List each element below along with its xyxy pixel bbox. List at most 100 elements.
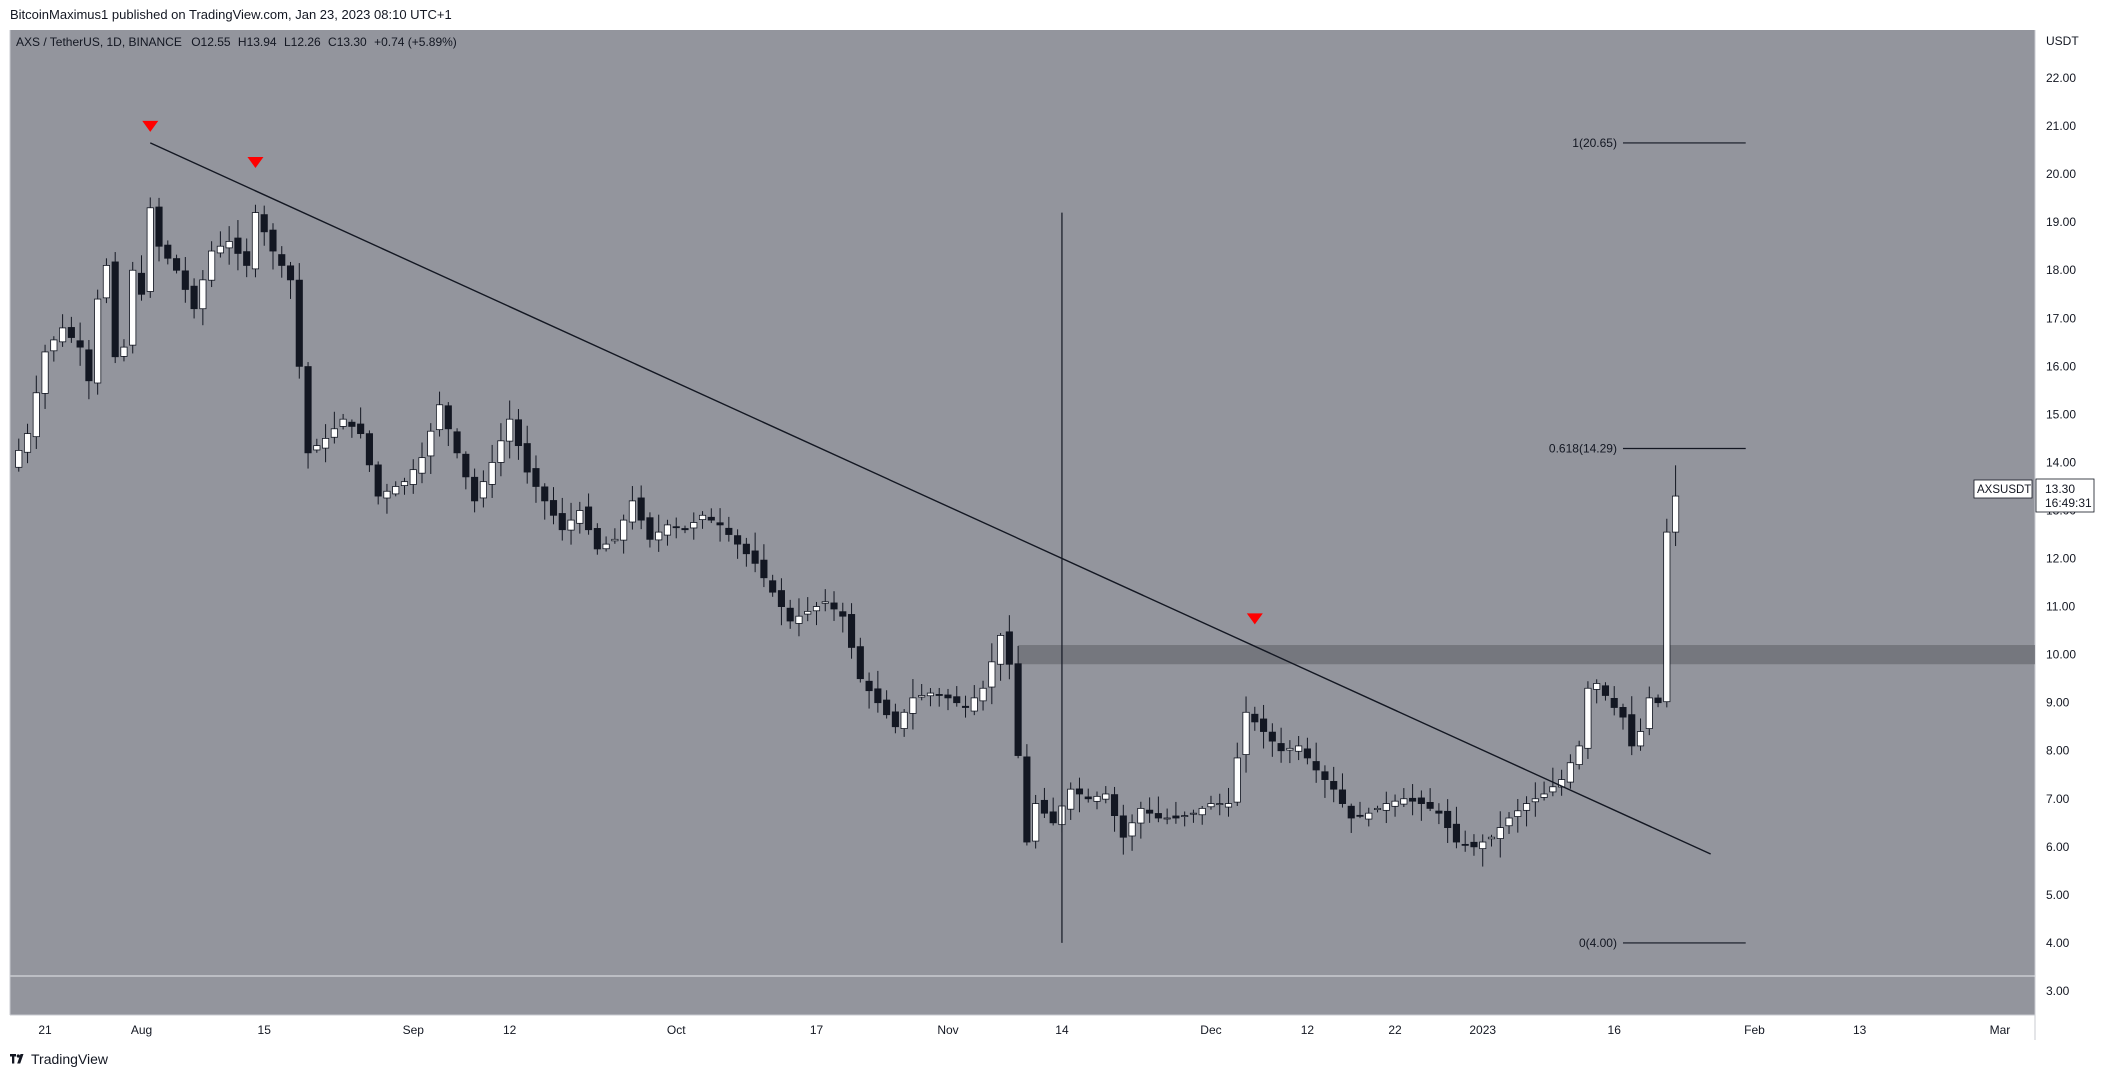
candle-body <box>1549 786 1557 793</box>
candle-body <box>1514 810 1522 817</box>
fib-level-label: 0(4.00) <box>1579 936 1617 950</box>
price-tick-label: 16.00 <box>2046 359 2076 373</box>
candle-body <box>286 265 295 281</box>
candle-body <box>111 261 119 358</box>
candle-body <box>94 298 102 384</box>
candle-body <box>243 251 251 266</box>
price-tag-symbol: AXSUSDT <box>1977 484 2031 496</box>
top-marker-triangle[interactable] <box>1246 613 1263 625</box>
candle-body <box>1391 800 1399 807</box>
candle-body <box>15 450 23 468</box>
candle-body <box>1303 748 1311 759</box>
candle-body <box>602 543 610 550</box>
top-marker-triangle[interactable] <box>247 156 264 168</box>
resistance-zone[interactable] <box>1018 645 2035 665</box>
current-price-tag[interactable]: AXSUSDT 13.30 16:49:31 <box>1973 478 2095 513</box>
candle-body <box>488 462 496 485</box>
candle-body <box>1260 718 1268 732</box>
candle-body <box>1338 789 1347 804</box>
candle-body <box>102 265 110 299</box>
candle-body <box>216 245 224 254</box>
candle-body <box>23 433 32 453</box>
candle-body <box>339 418 347 427</box>
candle-body <box>1566 762 1574 783</box>
tradingview-logo[interactable]: TradingView <box>10 1051 108 1067</box>
candle-body <box>979 687 987 702</box>
publisher-name[interactable]: BitcoinMaximus1 <box>10 7 109 22</box>
candle-body <box>67 327 75 338</box>
price-tag-countdown: 16:49:31 <box>2045 496 2092 510</box>
candle-body <box>707 516 715 521</box>
candle-body <box>909 697 917 714</box>
candle-body <box>777 590 785 607</box>
legend-high-label: H <box>238 35 247 49</box>
price-tag-value-box <box>2035 478 2095 513</box>
price-tick-label: 15.00 <box>2046 407 2076 421</box>
candle-body <box>1610 697 1618 708</box>
price-tick-label: 20.00 <box>2046 167 2076 181</box>
candle-body <box>1409 797 1417 802</box>
candle-body <box>1233 757 1241 803</box>
candle-body <box>944 694 952 699</box>
candle-body <box>637 497 645 521</box>
candle-body <box>1286 747 1294 751</box>
candle-body <box>400 481 409 486</box>
tradingview-logo-text: TradingView <box>31 1051 109 1067</box>
price-tick-label: 22.00 <box>2046 71 2076 85</box>
candle-body <box>1207 803 1215 808</box>
descending-trendline[interactable] <box>149 142 1711 855</box>
candle-body <box>698 514 707 521</box>
candle-body <box>1321 771 1329 780</box>
price-chart[interactable]: 1(20.65) 0.618(14.29) 0(4.00) AXS / Tether… <box>0 0 2113 1040</box>
price-tick-label: 10.00 <box>2046 648 2076 662</box>
candle-body <box>725 527 733 535</box>
candle-body <box>865 680 873 692</box>
candle-body <box>1470 841 1478 848</box>
candle-body <box>1417 797 1425 804</box>
candle-body <box>85 349 93 382</box>
time-tick-label: 12 <box>1301 1023 1315 1037</box>
candle-body <box>225 241 233 249</box>
price-tag-price: 13.30 <box>2045 482 2075 496</box>
candle-body <box>646 517 654 540</box>
candle-body <box>1181 815 1189 817</box>
candle-body <box>76 340 84 348</box>
candle-body <box>260 214 268 233</box>
candle-body <box>593 528 601 550</box>
candle-body <box>935 694 943 696</box>
candle-body <box>1049 811 1057 824</box>
publish-datetime: Jan 23, 2023 08:10 UTC+1 <box>295 7 452 22</box>
legend-change: +0.74 (+5.89%) <box>374 35 457 49</box>
candle-body <box>383 490 391 499</box>
candle-body <box>1242 711 1250 755</box>
candle-body <box>1084 796 1092 800</box>
candle-body <box>1216 803 1224 805</box>
top-marker-triangle[interactable] <box>142 120 159 132</box>
candle-body <box>926 692 935 697</box>
candle-body <box>497 440 505 463</box>
chart-footer: TradingView <box>0 1040 2113 1079</box>
candle-body <box>146 207 154 292</box>
candle-body <box>1330 781 1338 790</box>
candle-body <box>1137 807 1145 824</box>
time-tick-label: 21 <box>38 1023 52 1037</box>
candle-body <box>1426 801 1434 809</box>
price-tick-label: 3.00 <box>2046 984 2070 998</box>
candle-body <box>1531 798 1539 803</box>
candle-body <box>558 513 566 531</box>
fib-level-label: 0.618(14.29) <box>1549 442 1617 456</box>
candle-body <box>392 486 400 495</box>
price-tick-label: 17.00 <box>2046 311 2076 325</box>
candle-body <box>988 661 996 688</box>
candle-body <box>1268 731 1276 742</box>
candle-body <box>655 531 663 541</box>
candle-body <box>1128 822 1136 837</box>
candle-body <box>295 279 303 367</box>
price-axis-background[interactable] <box>2035 30 2113 1015</box>
candle-body <box>41 351 49 394</box>
candle-body <box>190 285 198 310</box>
candle-body <box>155 206 163 247</box>
candle-body <box>742 543 750 555</box>
candle-body <box>357 423 365 435</box>
candle-body <box>760 559 768 579</box>
